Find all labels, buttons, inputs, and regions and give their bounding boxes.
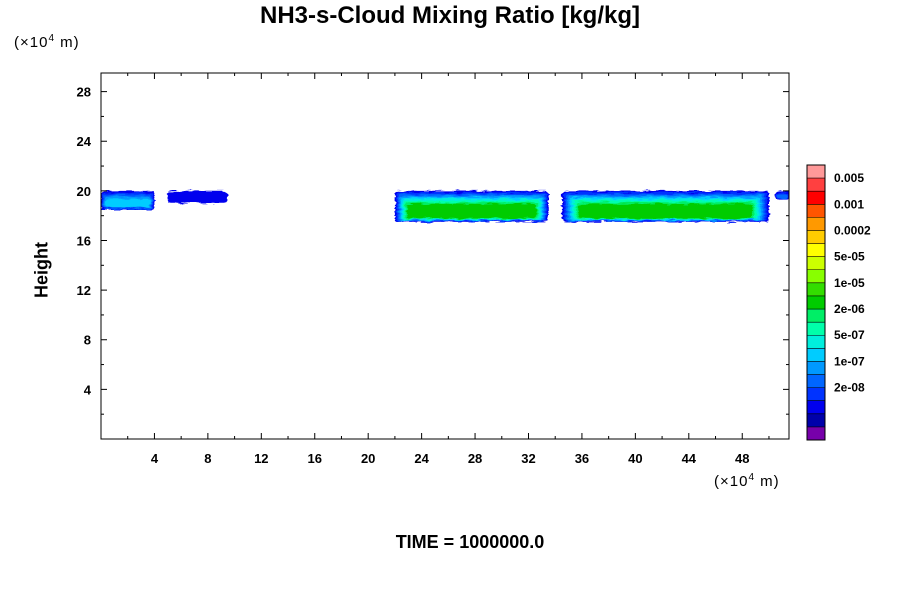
cloud-region: [167, 190, 228, 204]
colorbar-swatch: [807, 361, 825, 375]
cloud-band: [167, 190, 228, 204]
colorbar-label: 0.0002: [834, 223, 871, 237]
y-tick-label: 4: [84, 382, 92, 397]
colorbar-label: 1e-05: [834, 276, 865, 290]
y-unit-suffix: m): [55, 34, 80, 51]
x-unit-base: (×10: [714, 473, 749, 490]
x-tick-label: 44: [682, 451, 697, 466]
time-label: TIME = 1000000.0: [395, 532, 545, 552]
colorbar-swatch: [807, 256, 825, 271]
colorbar-swatch: [807, 230, 825, 244]
colorbar-label: 2e-06: [834, 302, 865, 316]
x-tick-label: 20: [361, 451, 375, 466]
cloud-band: [578, 203, 753, 219]
colorbar-swatch: [807, 309, 825, 323]
cloud-region: [775, 190, 789, 200]
x-tick-label: 12: [254, 451, 268, 466]
colorbar-swatch: [807, 335, 825, 349]
y-unit-base: (×10: [14, 34, 49, 51]
colorbar-swatch: [807, 413, 825, 428]
x-axis-unit: (×104 m): [714, 472, 780, 490]
colorbar-label: 5e-07: [834, 328, 865, 342]
colorbar-swatch: [807, 165, 825, 179]
plot-frame: [100, 72, 790, 440]
cloud-band: [776, 194, 788, 199]
y-tick-label: 12: [77, 283, 91, 298]
colorbar-swatch: [807, 387, 825, 402]
y-tick-label: 16: [77, 233, 91, 248]
x-tick-label: 36: [575, 451, 589, 466]
y-tick-label: 20: [77, 184, 91, 199]
colorbar-swatch: [807, 348, 825, 362]
cloud-region: [561, 190, 769, 222]
chart-title: NH3-s-Cloud Mixing Ratio [kg/kg]: [260, 2, 640, 29]
x-tick-label: 4: [151, 451, 159, 466]
x-unit-exponent: 4: [748, 472, 756, 483]
colorbar-swatch: [807, 178, 825, 192]
x-tick-label: 24: [414, 451, 429, 466]
colorbar-label: 0.001: [834, 197, 864, 211]
y-tick-label: 28: [77, 85, 91, 100]
colorbar-swatch: [807, 217, 825, 231]
cloud-region: [101, 190, 155, 210]
y-unit-exponent: 4: [48, 33, 56, 44]
x-tick-label: 48: [735, 451, 749, 466]
colorbar-swatch: [807, 295, 825, 310]
y-axis-unit: (×104 m): [14, 33, 80, 51]
colorbar-label: 5e-05: [834, 250, 865, 264]
cloud-band: [407, 203, 537, 219]
colorbar-label: 2e-08: [834, 381, 865, 395]
colorbar-swatch: [807, 243, 825, 257]
cloud-region: [394, 190, 549, 222]
colorbar-swatch: [807, 269, 825, 284]
colorbar-swatch: [807, 374, 825, 388]
colorbar-label: 0.005: [834, 171, 864, 185]
x-tick-label: 32: [521, 451, 535, 466]
x-tick-label: 28: [468, 451, 482, 466]
colorbar-swatch: [807, 400, 825, 415]
colorbar-swatch: [807, 282, 825, 297]
colorbar-frame: [806, 164, 826, 441]
y-tick-label: 24: [77, 134, 92, 149]
y-tick-label: 8: [84, 333, 91, 348]
colorbar-swatch: [807, 322, 825, 336]
x-tick-label: 16: [308, 451, 322, 466]
colorbar-swatch: [807, 191, 825, 205]
colorbar-swatch: [807, 204, 825, 218]
x-tick-label: 8: [204, 451, 211, 466]
x-unit-suffix: m): [755, 473, 780, 490]
colorbar: 0.005 0.001 0.0002 5e-05 1e-05 2e-06 5e-07 1e-0…: [806, 164, 871, 441]
cloud-contours: [101, 190, 789, 222]
x-tick-label: 40: [628, 451, 642, 466]
colorbar-swatch: [807, 426, 825, 441]
cloud-band: [105, 198, 151, 208]
colorbar-label: 1e-07: [834, 354, 865, 368]
